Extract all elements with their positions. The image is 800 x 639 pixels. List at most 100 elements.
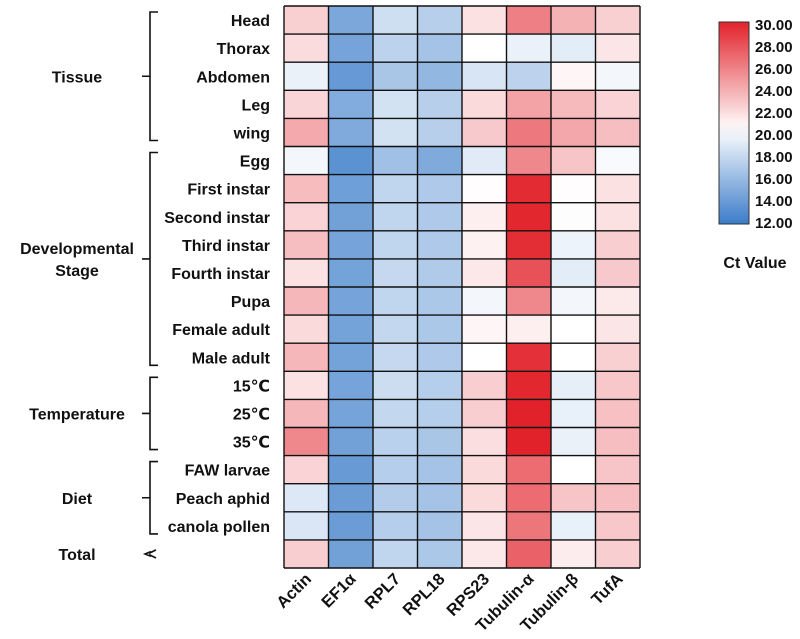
heatmap-cell <box>373 34 418 63</box>
heatmap-cell <box>284 62 329 91</box>
heatmap-cell <box>551 315 596 344</box>
group-label: Developmental <box>20 241 134 258</box>
heatmap-cell <box>551 118 596 147</box>
heatmap-cell <box>462 6 507 35</box>
group-label: Temperature <box>29 406 125 423</box>
heatmap-cell <box>328 315 374 344</box>
heatmap-cell <box>462 539 507 569</box>
heatmap-cell <box>506 455 552 485</box>
row-label: Abdomen <box>196 69 270 86</box>
colorbar-tick-label: 22.00 <box>755 105 793 122</box>
colorbar-tick-label: 26.00 <box>755 61 793 78</box>
heatmap-cell <box>462 146 507 176</box>
heatmap-cell <box>506 174 552 204</box>
heatmap-cell <box>506 230 552 260</box>
heatmap-cell <box>595 6 641 35</box>
heatmap-cell <box>551 202 596 232</box>
row-label: Pupa <box>231 294 270 311</box>
heatmap-cell <box>595 287 641 316</box>
column-label: Actin <box>273 570 315 612</box>
group-bracket <box>142 549 157 559</box>
heatmap-cell <box>373 6 418 35</box>
heatmap-cell <box>417 399 463 428</box>
heatmap-cell <box>551 483 596 513</box>
heatmap-cell <box>462 258 507 288</box>
heatmap-cell <box>373 343 418 372</box>
heatmap-cell <box>373 511 418 541</box>
row-label: Peach aphid <box>176 491 270 508</box>
heatmap-cell <box>551 90 596 119</box>
heatmap-cell <box>551 146 596 176</box>
column-label: RPL18 <box>400 570 449 619</box>
row-label: FAW larvae <box>185 463 270 480</box>
heatmap-cell <box>506 287 552 316</box>
heatmap-cell <box>506 118 552 147</box>
heatmap-cell <box>373 258 418 288</box>
heatmap-cell <box>595 202 641 232</box>
heatmap-cell <box>417 62 463 91</box>
group-label: Diet <box>62 491 93 508</box>
heatmap-cell <box>417 34 463 63</box>
heatmap-cell <box>462 174 507 204</box>
heatmap-cell <box>595 62 641 91</box>
colorbar-label: Ct Value <box>723 255 786 272</box>
heatmap-cell <box>284 539 329 569</box>
colorbar-ticks: 30.00 28.00 26.00 24.00 22.00 20.00 18.00 16.00… <box>755 17 793 232</box>
heatmap-cell <box>506 146 552 176</box>
heatmap-cell <box>462 90 507 119</box>
heatmap-cell <box>328 62 374 91</box>
heatmap-cell <box>373 118 418 147</box>
heatmap-cell <box>595 455 641 485</box>
heatmap-cell <box>373 539 418 569</box>
heatmap-cell <box>328 343 374 372</box>
heatmap-cell <box>417 287 463 316</box>
heatmap-cell <box>417 230 463 260</box>
colorbar-gradient <box>718 21 750 225</box>
heatmap-cell <box>284 146 329 176</box>
heatmap-cell <box>328 258 374 288</box>
heatmap-cell <box>551 343 596 372</box>
heatmap-cell <box>595 230 641 260</box>
row-label: Third instar <box>182 238 270 255</box>
row-label: 25℃ <box>233 406 270 423</box>
heatmap-cell <box>328 399 374 428</box>
heatmap-cell <box>595 118 641 147</box>
heatmap-cell <box>417 483 463 513</box>
colorbar-tick-label: 24.00 <box>755 83 793 100</box>
heatmap-cell <box>373 146 418 176</box>
heatmap-cell <box>373 371 418 400</box>
heatmap-cell <box>595 371 641 400</box>
heatmap-cell <box>506 399 552 428</box>
heatmap-cell <box>462 34 507 63</box>
heatmap-cell <box>595 539 641 569</box>
heatmap-cell <box>551 511 596 541</box>
heatmap-cell <box>328 146 374 176</box>
heatmap-cell <box>417 511 463 541</box>
heatmap-cell <box>462 62 507 91</box>
group-bracket <box>142 151 158 367</box>
heatmap-cell <box>417 90 463 119</box>
heatmap-cell <box>373 483 418 513</box>
row-label: Female adult <box>172 322 270 339</box>
heatmap-cell <box>284 6 329 35</box>
heatmap-cell <box>373 287 418 316</box>
heatmap-cell <box>284 315 329 344</box>
row-label: 15℃ <box>233 378 270 395</box>
group-bracket <box>142 460 158 535</box>
heatmap-cell <box>328 6 374 35</box>
heatmap-cell <box>284 343 329 372</box>
heatmap-cell <box>595 343 641 372</box>
row-label: Thorax <box>217 41 270 58</box>
heatmap-cell <box>551 371 596 400</box>
heatmap-cell <box>595 258 641 288</box>
heatmap-cell <box>417 258 463 288</box>
group-bracket <box>142 376 158 451</box>
colorbar-tick-label: 14.00 <box>755 193 793 210</box>
heatmap-cell <box>284 511 329 541</box>
heatmap-grid <box>283 5 641 569</box>
heatmap-cell <box>506 511 552 541</box>
colorbar-tick-label: 16.00 <box>755 171 793 188</box>
column-label: EF1α <box>318 570 359 611</box>
heatmap-cell <box>462 315 507 344</box>
